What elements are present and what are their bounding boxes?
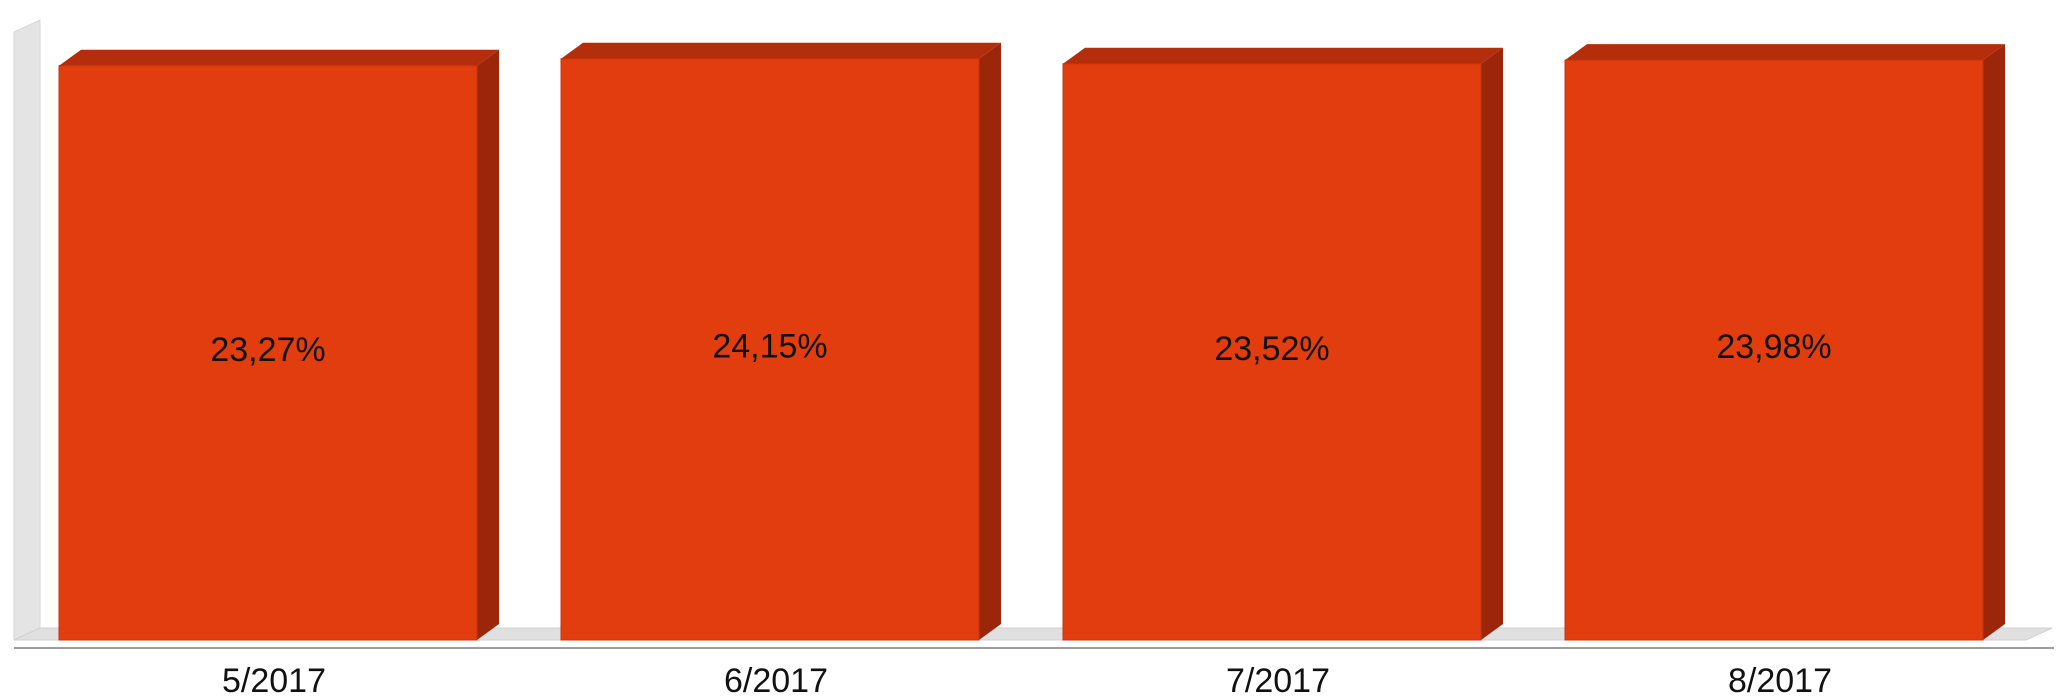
bar-front-face xyxy=(560,58,980,641)
bar-data-label: 23,52% xyxy=(1214,330,1329,368)
bar-front-face xyxy=(1062,63,1482,641)
chart-side-wall xyxy=(13,19,41,641)
bar-data-label: 23,98% xyxy=(1716,328,1831,366)
bar-front-face xyxy=(58,65,478,641)
bar-side-face xyxy=(1481,47,1503,640)
data-labels-group: 23,27% 24,15% 23,52% 23,98% xyxy=(210,327,1831,368)
bars-group xyxy=(58,42,2005,641)
bar-top-face xyxy=(1063,47,1503,64)
bar-top-face xyxy=(561,42,1001,59)
bar-data-label: 23,27% xyxy=(210,331,325,369)
x-tick-label: 5/2017 xyxy=(222,662,326,699)
x-tick-labels-group: 5/2017 6/2017 7/2017 8/2017 xyxy=(222,662,1832,699)
bar-side-face xyxy=(979,42,1001,640)
bar-data-label: 24,15% xyxy=(712,327,827,365)
bar-top-face xyxy=(59,49,499,66)
x-tick-label: 8/2017 xyxy=(1728,662,1832,699)
bar xyxy=(1564,44,2005,641)
bar xyxy=(1062,47,1503,641)
bar-side-face xyxy=(477,49,499,641)
bar xyxy=(560,42,1001,641)
bar-front-face xyxy=(1564,59,1984,641)
bar xyxy=(58,49,499,641)
bar-side-face xyxy=(1983,44,2005,640)
x-tick-label: 6/2017 xyxy=(724,662,828,699)
bar-top-face xyxy=(1565,44,2005,61)
x-tick-label: 7/2017 xyxy=(1226,662,1330,699)
